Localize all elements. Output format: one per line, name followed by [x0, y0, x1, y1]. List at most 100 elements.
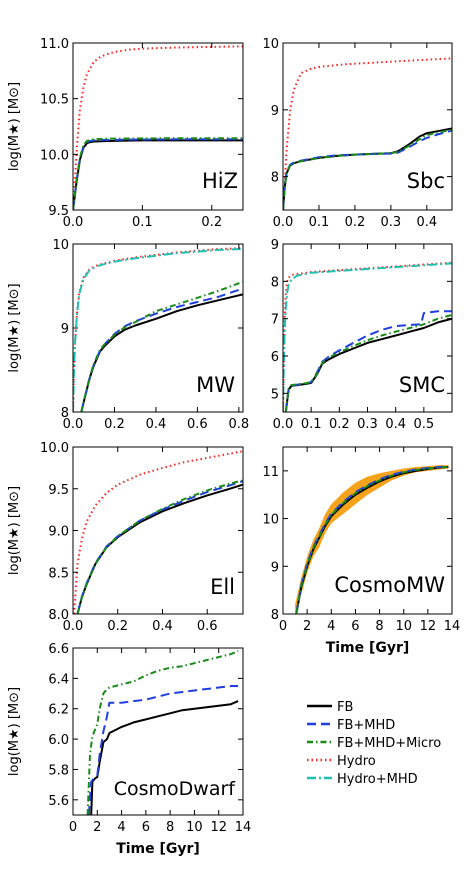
panel-label: Ell	[210, 575, 235, 599]
panel-label: HiZ	[202, 169, 238, 193]
y-tick-label: 11	[262, 465, 279, 480]
x-tick-label: 12	[210, 820, 227, 835]
series-line-fb-mhd-micro	[283, 128, 452, 210]
y-axis-label: log(M★) [M⊙]	[7, 687, 22, 776]
series-line-fb-mhd	[73, 138, 243, 210]
y-tick-label: 6	[271, 350, 279, 365]
series-line-hydro	[283, 57, 452, 210]
x-tick-label: 12	[420, 619, 437, 634]
y-tick-label: 6.4	[48, 672, 69, 687]
y-tick-label: 9.0	[48, 525, 69, 540]
x-tick-label: 0.1	[132, 215, 153, 230]
x-tick-label: 0.4	[416, 215, 437, 230]
y-axis-label: log(M★) [M⊙]	[7, 82, 22, 171]
x-tick-label: 8	[375, 619, 383, 634]
x-tick-label: 0.1	[309, 215, 330, 230]
panel-hiz: 0.0 0.1 0.2 9.5 10.0 10.5 11.0 HiZ log(M★) [M⊙]	[7, 37, 244, 230]
legend-label: FB	[337, 700, 353, 715]
panel-ell: 0.0 0.2 0.4 0.6 8.0 8.5 9.0 9.5 10.0 Ell log(M★) […	[7, 441, 244, 634]
x-tick-label: 0.2	[345, 215, 366, 230]
axes-frame	[72, 647, 244, 816]
y-tick-label: 9.5	[48, 483, 69, 498]
panel-cosmomw: 0 2 4 6 8 10 12 14 8 9 10 11 CosmoMW Time [Gyr]	[262, 446, 461, 656]
y-tick-label: 10	[262, 513, 279, 528]
legend-label: FB+MHD+Micro	[337, 736, 441, 751]
x-tick-label: 14	[235, 820, 252, 835]
axes-frame	[282, 446, 453, 615]
x-tick-label: 0.5	[413, 417, 434, 432]
x-tick-label: 14	[444, 619, 461, 634]
series-line-fb-mhd-micro	[86, 650, 239, 815]
series-line-hydro	[73, 45, 243, 210]
series-line-fb-mhd-micro	[295, 466, 449, 614]
y-tick-label: 10.0	[40, 148, 69, 163]
y-tick-label: 10	[52, 238, 69, 253]
series-line-fb-mhd-micro	[73, 137, 243, 210]
x-tick-label: 0.2	[329, 417, 350, 432]
series-line-fb-mhd	[284, 310, 452, 412]
x-tick-label: 0.2	[107, 619, 128, 634]
x-tick-label: 0.6	[197, 619, 218, 634]
x-tick-label: 0.0	[63, 215, 84, 230]
legend-label: Hydro	[337, 754, 376, 769]
x-tick-label: 0.0	[63, 417, 84, 432]
panel-label: SMC	[399, 373, 445, 397]
scatter-band	[295, 465, 449, 614]
y-tick-label: 5.6	[48, 794, 69, 809]
x-tick-label: 0.1	[301, 417, 322, 432]
y-tick-label: 9	[271, 560, 279, 575]
legend: FB FB+MHD FB+MHD+Micro Hydro Hydro+MHD	[307, 700, 441, 787]
y-tick-label: 8.5	[48, 566, 69, 581]
series-line-fb-mhd	[87, 685, 239, 815]
x-tick-label: 0.2	[104, 417, 125, 432]
panel-label: MW	[196, 373, 235, 397]
x-tick-label: 0.0	[273, 417, 294, 432]
y-tick-label: 8	[271, 171, 279, 186]
y-tick-label: 8.0	[48, 608, 69, 623]
y-tick-label: 9.5	[48, 204, 69, 219]
x-tick-label: 10	[395, 619, 412, 634]
x-tick-label: 8	[166, 820, 174, 835]
y-tick-label: 8	[271, 275, 279, 290]
panel-smc: 0.0 0.1 0.2 0.3 0.4 0.5 5 6 7 8 9 SMC	[271, 238, 453, 432]
axes-frame	[72, 42, 244, 211]
x-tick-label: 0.3	[357, 417, 378, 432]
x-tick-label: 4	[327, 619, 335, 634]
x-tick-label: 6	[351, 619, 359, 634]
y-tick-label: 6.0	[48, 733, 69, 748]
y-tick-label: 8	[271, 608, 279, 623]
panel-mw: 0.0 0.2 0.4 0.6 0.8 8 9 10 MW log(M★) [M⊙]	[7, 238, 249, 432]
x-axis-label: Time [Gyr]	[326, 640, 410, 656]
legend-label: Hydro+MHD	[337, 772, 418, 787]
x-tick-label: 0.0	[63, 619, 84, 634]
axes-frame	[282, 42, 453, 211]
x-tick-label: 0.8	[229, 417, 250, 432]
series-line-fb	[284, 317, 452, 412]
x-tick-label: 0.0	[273, 215, 294, 230]
x-tick-label: 0.4	[146, 417, 167, 432]
x-tick-label: 0	[69, 820, 77, 835]
x-tick-label: 0.6	[187, 417, 208, 432]
y-tick-label: 10	[262, 37, 279, 52]
panel-label: CosmoMW	[334, 573, 445, 597]
y-tick-label: 5	[271, 387, 279, 402]
x-tick-label: 2	[93, 820, 101, 835]
x-tick-label: 0.2	[201, 215, 222, 230]
x-tick-label: 6	[142, 820, 150, 835]
panel-label: Sbc	[407, 169, 445, 193]
series-line-fb-mhd-micro	[284, 313, 452, 412]
series-line-hydro	[283, 261, 452, 412]
x-tick-label: 0.4	[152, 619, 173, 634]
panel-label: CosmoDwarf	[114, 778, 237, 800]
panel-sbc: 0.0 0.1 0.2 0.3 0.4 8 9 10 Sbc	[262, 37, 453, 230]
y-tick-label: 10.0	[40, 441, 69, 456]
y-tick-label: 6.2	[48, 703, 69, 718]
y-tick-label: 8	[61, 406, 69, 421]
y-tick-label: 9	[61, 322, 69, 337]
series-line-fb-mhd-micro	[76, 479, 243, 614]
x-tick-label: 10	[186, 820, 203, 835]
y-axis-label: log(M★) [M⊙]	[7, 486, 22, 575]
legend-label: FB+MHD	[337, 718, 395, 733]
x-tick-label: 0.4	[385, 417, 406, 432]
y-tick-label: 9	[271, 238, 279, 253]
